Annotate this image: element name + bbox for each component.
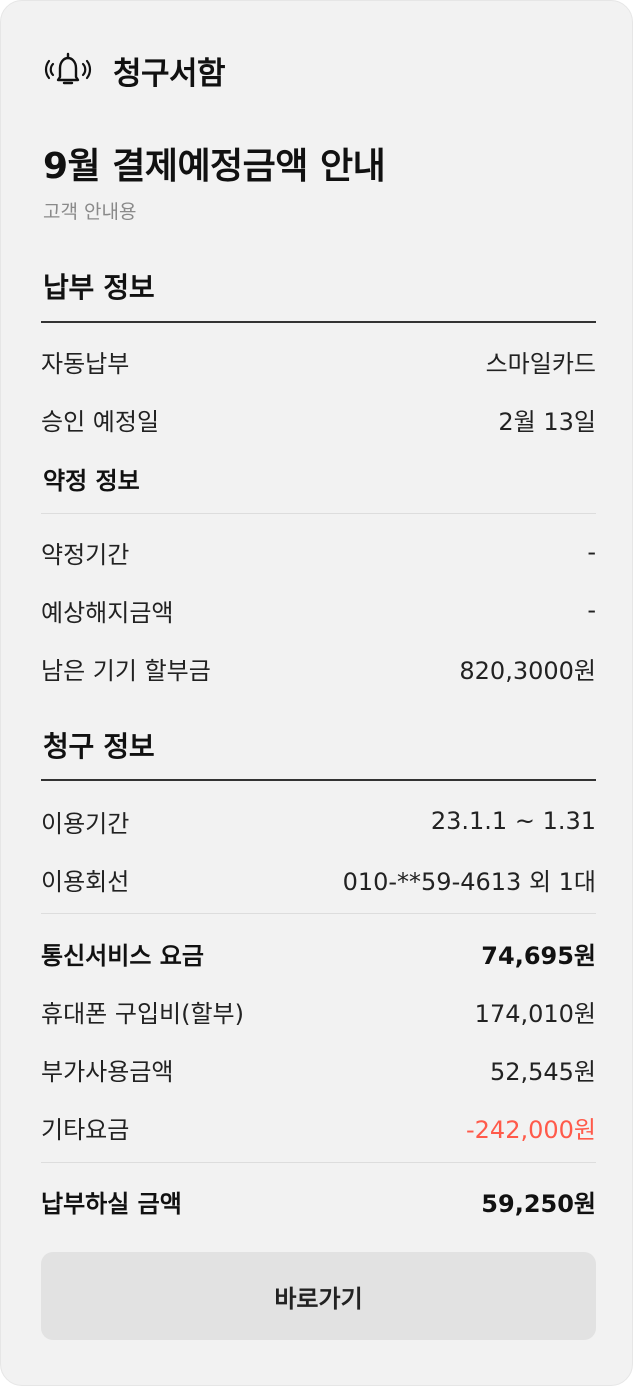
section-divider: [41, 321, 596, 323]
info-row: 자동납부 스마일카드: [41, 343, 596, 379]
row-value: 23.1.1 ~ 1.31: [430, 807, 596, 835]
info-row: 승인 예정일 2월 13일: [41, 401, 596, 437]
row-label: 이용기간: [41, 809, 130, 838]
row-label: 남은 기기 할부금: [41, 656, 211, 685]
charge-value: 174,010원: [474, 999, 596, 1028]
charge-label: 부가사용금액: [41, 1057, 174, 1086]
page-title: 9월 결제예정금액 안내: [43, 146, 386, 187]
info-row: 이용기간 23.1.1 ~ 1.31: [41, 803, 596, 839]
contract-info-title: 약정 정보: [43, 467, 140, 495]
info-row: 남은 기기 할부금 820,3000원: [41, 650, 596, 686]
row-divider: [41, 1162, 596, 1163]
row-value: 010-**59-4613 외 1대: [342, 867, 596, 896]
page-subtitle: 고객 안내용: [43, 201, 137, 223]
charge-label: 통신서비스 요금: [41, 941, 204, 970]
info-row: 예상해지금액 -: [41, 592, 596, 628]
charge-row: 통신서비스 요금 74,695원: [41, 935, 596, 971]
go-button[interactable]: 바로가기: [41, 1252, 596, 1340]
charge-value: 52,545원: [489, 1057, 596, 1086]
header-title: 청구서함: [113, 55, 226, 92]
header: 청구서함: [43, 45, 226, 95]
billing-info-title: 청구 정보: [43, 730, 155, 763]
row-divider: [41, 913, 596, 914]
total-value: 59,250원: [481, 1189, 596, 1218]
row-value: -: [587, 538, 596, 566]
charge-row: 부가사용금액 52,545원: [41, 1051, 596, 1087]
payment-info-title: 납부 정보: [43, 271, 155, 304]
row-label: 이용회선: [41, 867, 130, 896]
row-value: -: [587, 596, 596, 624]
row-label: 승인 예정일: [41, 407, 160, 436]
charge-value: 74,695원: [481, 941, 596, 970]
bell-ringing-icon: [43, 45, 93, 95]
charge-value-negative: -242,000원: [466, 1115, 596, 1144]
charge-label: 휴대폰 구입비(할부): [41, 999, 244, 1028]
row-label: 자동납부: [41, 349, 130, 378]
info-row: 약정기간 -: [41, 534, 596, 570]
charge-label: 기타요금: [41, 1115, 130, 1144]
row-divider: [41, 513, 596, 514]
charge-row: 기타요금 -242,000원: [41, 1109, 596, 1145]
info-row: 이용회선 010-**59-4613 외 1대: [41, 861, 596, 897]
charge-row: 휴대폰 구입비(할부) 174,010원: [41, 993, 596, 1029]
section-divider: [41, 779, 596, 781]
total-row: 납부하실 금액 59,250원: [41, 1183, 596, 1219]
row-value: 스마일카드: [485, 349, 596, 378]
row-label: 예상해지금액: [41, 598, 174, 627]
row-value: 820,3000원: [459, 656, 596, 685]
row-label: 약정기간: [41, 540, 130, 569]
total-label: 납부하실 금액: [41, 1189, 182, 1218]
row-value: 2월 13일: [498, 407, 596, 436]
